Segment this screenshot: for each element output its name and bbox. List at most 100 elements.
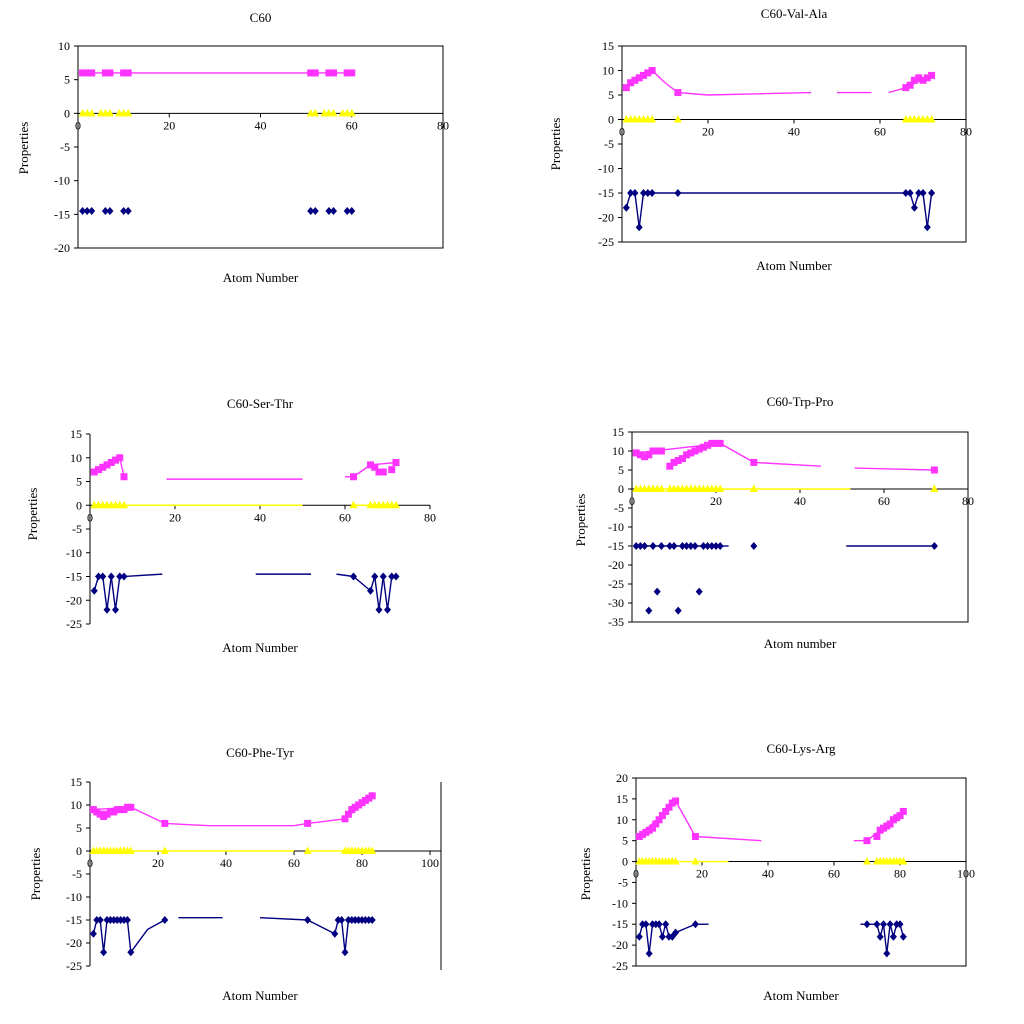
data-point-triangle — [347, 108, 356, 117]
data-point-diamond — [645, 606, 653, 615]
data-point-diamond — [648, 189, 656, 197]
y-tick-label: 20 — [616, 771, 628, 785]
y-tick-label: -25 — [66, 617, 82, 631]
data-point-diamond — [379, 572, 387, 581]
data-point-diamond — [691, 542, 699, 550]
data-point-square — [902, 84, 910, 92]
x-tick-label: 80 — [894, 867, 906, 881]
data-point-square — [375, 468, 383, 476]
data-point-square — [641, 453, 649, 461]
data-point-diamond — [876, 932, 884, 941]
series-line — [886, 924, 891, 954]
data-point-triangle — [716, 484, 725, 492]
chart-panel: 10 5 0 -5 -10 -15 -20 0 20 40 60 80 C60 Atom Number Pr… — [16, 10, 449, 285]
data-point-square — [367, 461, 374, 469]
y-tick-label: -5 — [618, 875, 628, 889]
data-point-diamond — [100, 948, 108, 957]
data-point-diamond — [120, 572, 128, 581]
x-tick-label: 40 — [255, 118, 267, 132]
data-point-square — [350, 473, 357, 481]
data-point-diamond — [350, 572, 357, 581]
data-point-diamond — [712, 542, 720, 550]
data-point-square — [307, 69, 315, 77]
data-point-square — [325, 69, 333, 77]
data-point-diamond — [910, 203, 918, 212]
chart-panel: 15 10 5 0 -5 -10 -15 -20 -25 -30 -35 0 20 40 60 80 C60-T… — [573, 394, 974, 651]
x-tick-label: 0 — [87, 510, 93, 524]
y-tick-label: -25 — [608, 577, 624, 591]
data-point-diamond — [388, 572, 396, 581]
data-point-diamond — [873, 920, 881, 929]
x-tick-label: 80 — [962, 494, 974, 508]
series-line — [344, 919, 350, 953]
y-tick-label: 5 — [608, 88, 614, 102]
data-point-diamond — [89, 929, 97, 938]
data-point-square — [388, 466, 396, 474]
y-tick-label: -35 — [608, 615, 624, 629]
data-point-diamond — [658, 932, 666, 941]
data-point-diamond — [716, 542, 724, 550]
x-tick-label: 20 — [163, 118, 175, 132]
x-tick-label: 60 — [346, 118, 358, 132]
y-axis-label: Properties — [16, 122, 31, 175]
data-point-diamond — [103, 605, 111, 614]
data-point-square — [750, 458, 758, 466]
series-line — [130, 928, 149, 953]
data-point-triangle — [749, 484, 758, 492]
data-point-square — [79, 69, 87, 77]
data-point-triangle — [673, 115, 682, 123]
y-axis-label: Properties — [578, 848, 593, 901]
y-tick-label: -10 — [54, 174, 70, 188]
data-point-diamond — [923, 223, 931, 232]
plot-frame — [635, 777, 967, 967]
series-magenta — [90, 454, 400, 481]
data-point-diamond — [687, 542, 695, 550]
data-point-square — [636, 451, 644, 459]
data-point-diamond — [642, 920, 650, 929]
y-tick-label: -20 — [608, 558, 624, 572]
data-point-square — [906, 81, 914, 89]
data-point-diamond — [657, 542, 665, 550]
data-point-square — [704, 441, 712, 449]
data-point-square — [915, 74, 923, 82]
data-point-square — [886, 820, 894, 828]
x-tick-label: 20 — [169, 510, 181, 524]
data-point-square — [103, 461, 111, 469]
data-point-square — [640, 71, 647, 79]
x-tick-label: 60 — [878, 494, 890, 508]
data-point-triangle — [311, 108, 320, 117]
y-tick-label: 10 — [602, 64, 614, 78]
data-point-diamond — [96, 916, 104, 924]
data-point-diamond — [88, 206, 96, 215]
data-point-diamond — [124, 206, 132, 215]
data-point-diamond — [666, 542, 674, 550]
y-tick-label: -20 — [54, 241, 70, 255]
data-point-square — [652, 820, 660, 828]
data-point-diamond — [348, 206, 356, 215]
data-point-diamond — [120, 206, 128, 215]
data-point-diamond — [674, 189, 682, 197]
y-tick-label: -25 — [66, 959, 82, 973]
data-point-square — [112, 456, 119, 464]
y-tick-label: 5 — [622, 834, 628, 848]
x-axis-label: Atom Number — [763, 988, 839, 1003]
series-line — [707, 91, 812, 96]
data-point-diamond — [83, 206, 91, 215]
x-tick-label: 20 — [152, 856, 164, 870]
data-point-square — [665, 803, 673, 811]
y-tick-label: 0 — [618, 482, 624, 496]
data-point-square — [716, 439, 724, 447]
data-point-square — [99, 463, 107, 471]
y-tick-label: 15 — [602, 39, 614, 53]
data-point-triangle — [368, 846, 377, 854]
y-axis-label: Properties — [548, 118, 563, 171]
data-point-square — [699, 443, 707, 451]
series-line — [374, 576, 380, 610]
data-point-square — [648, 67, 656, 74]
series-line — [123, 573, 163, 578]
x-tick-label: 20 — [696, 867, 708, 881]
data-point-diamond — [127, 948, 135, 957]
data-point-diamond — [653, 587, 661, 596]
data-point-square — [691, 447, 699, 455]
series-navy — [632, 542, 938, 615]
